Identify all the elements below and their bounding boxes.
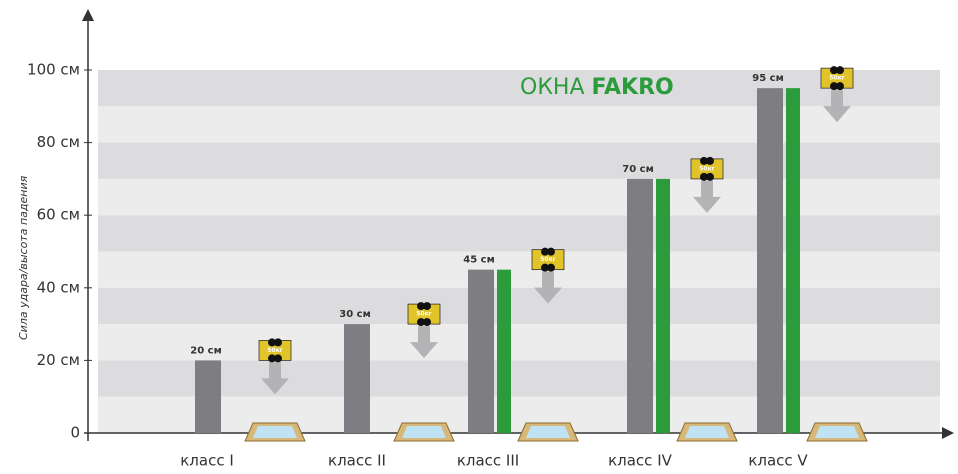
weight-label: 50кг bbox=[267, 347, 283, 354]
weight-ball bbox=[547, 248, 555, 256]
grid-band bbox=[98, 360, 940, 396]
weight-label: 50кг bbox=[829, 75, 845, 82]
annotation-prefix: ОКНА bbox=[520, 75, 585, 100]
y-tick-label: 60 см bbox=[37, 206, 80, 224]
bar bbox=[195, 360, 221, 433]
weight-ball bbox=[706, 157, 714, 165]
value-label: 20 см bbox=[190, 345, 222, 356]
x-tick-label: класс I bbox=[180, 452, 234, 470]
weight-ball bbox=[836, 66, 844, 74]
weight-label: 50кг bbox=[540, 256, 556, 263]
weight-ball bbox=[547, 264, 555, 272]
grid-band bbox=[98, 324, 940, 360]
x-tick-label: класс II bbox=[328, 452, 386, 470]
annotation-brand: FAKRO bbox=[592, 75, 674, 100]
x-tick-label: класс V bbox=[748, 452, 808, 470]
weight-ball bbox=[274, 354, 282, 362]
grid-band bbox=[98, 70, 940, 106]
grid-band bbox=[98, 215, 940, 251]
grid-band bbox=[98, 143, 940, 179]
y-tick-label: 20 см bbox=[37, 351, 80, 369]
grid-band bbox=[98, 288, 940, 324]
bar bbox=[344, 324, 370, 433]
weight-label: 50кг bbox=[416, 311, 432, 318]
weight-label: 50кг bbox=[699, 165, 715, 172]
window-glass bbox=[815, 426, 859, 438]
weight-ball bbox=[706, 173, 714, 181]
bar bbox=[627, 179, 653, 433]
y-tick-label: 80 см bbox=[37, 133, 80, 151]
grid-band bbox=[98, 252, 940, 288]
weight-ball bbox=[423, 302, 431, 310]
bar bbox=[786, 88, 800, 433]
weight-ball bbox=[423, 318, 431, 326]
bar bbox=[656, 179, 670, 433]
value-label: 30 см bbox=[339, 309, 371, 320]
y-tick-label: 40 см bbox=[37, 278, 80, 296]
bar bbox=[757, 88, 783, 433]
y-tick-label: 100 см bbox=[27, 61, 80, 79]
bar bbox=[468, 270, 494, 433]
value-label: 95 см bbox=[752, 73, 784, 84]
value-label: 45 см bbox=[463, 255, 495, 266]
x-tick-label: класс III bbox=[457, 452, 519, 470]
window-glass bbox=[526, 426, 570, 438]
grid-band bbox=[98, 179, 940, 215]
grid-band bbox=[98, 106, 940, 142]
window-glass bbox=[253, 426, 297, 438]
weight-ball bbox=[836, 82, 844, 90]
window-glass bbox=[402, 426, 446, 438]
y-tick-label: 0 bbox=[70, 424, 80, 442]
window-glass bbox=[685, 426, 729, 438]
y-axis-label: Сила удара/высота падения bbox=[17, 175, 30, 340]
annotation: ОКНА FAKRO bbox=[520, 75, 674, 100]
x-tick-label: класс IV bbox=[608, 452, 673, 470]
bar bbox=[497, 270, 511, 433]
page: {"chart_data": {"type": "bar", "y_label"… bbox=[0, 0, 958, 474]
chart: Сила удара/высота падения ОКНА FAKRO 0 20… bbox=[0, 0, 958, 474]
value-label: 70 см bbox=[622, 164, 654, 175]
weight-ball bbox=[274, 338, 282, 346]
